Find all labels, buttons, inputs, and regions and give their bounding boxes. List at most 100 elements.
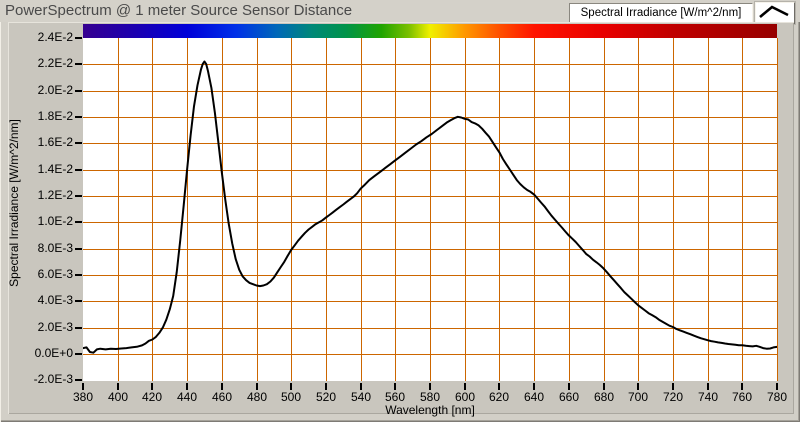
x-axis-tick <box>117 383 119 390</box>
y-tick-label: 1.4E-2 <box>37 162 73 176</box>
grid-line-vertical <box>152 38 153 381</box>
y-tick-label: 2.2E-2 <box>37 56 73 70</box>
y-axis-tick <box>75 63 82 65</box>
x-tick-label: 620 <box>488 390 510 404</box>
y-tick-label: 2.0E-2 <box>37 83 73 97</box>
x-tick-label: 640 <box>523 390 545 404</box>
grid-line-vertical <box>499 38 500 381</box>
x-axis-tick <box>776 383 778 390</box>
y-tick-label: 2.0E-3 <box>37 320 73 334</box>
grid-line-vertical <box>638 38 639 381</box>
x-axis-tick <box>568 383 570 390</box>
y-axis-tick <box>75 248 82 250</box>
grid-line-horizontal <box>83 143 777 144</box>
x-tick-label: 600 <box>454 390 476 404</box>
x-tick-label: 480 <box>246 390 268 404</box>
y-axis-tick <box>75 353 82 355</box>
x-tick-label: 580 <box>419 390 441 404</box>
x-axis-title: Wavelength [nm] <box>385 403 475 417</box>
y-axis-tick <box>75 274 82 276</box>
grid-line-vertical <box>257 38 258 381</box>
x-axis-tick <box>256 383 258 390</box>
grid-line-vertical <box>777 38 778 381</box>
y-axis-tick <box>75 379 82 381</box>
y-tick-label: 1.6E-2 <box>37 135 73 149</box>
x-axis-tick <box>394 383 396 390</box>
line-chevron-icon[interactable] <box>755 2 795 24</box>
y-tick-label: 1.0E-2 <box>37 214 73 228</box>
x-tick-label: 740 <box>697 390 719 404</box>
x-tick-label: 500 <box>280 390 302 404</box>
grid-line-vertical <box>361 38 362 381</box>
y-tick-label: 1.8E-2 <box>37 109 73 123</box>
grid-line-vertical <box>534 38 535 381</box>
y-tick-label: 6.0E-3 <box>37 267 73 281</box>
legend-label[interactable]: Spectral Irradiance [W/m^2/nm] <box>569 3 753 23</box>
y-axis-tick <box>75 327 82 329</box>
grid-line-vertical <box>569 38 570 381</box>
grid-line-vertical <box>395 38 396 381</box>
grid-line-vertical <box>604 38 605 381</box>
y-tick-label: 0.0E+0 <box>34 346 73 360</box>
y-axis-tick <box>75 116 82 118</box>
y-tick-label: 2.4E-2 <box>37 30 73 44</box>
grid-line-horizontal <box>83 91 777 92</box>
grid-line-vertical <box>465 38 466 381</box>
grid-line-horizontal <box>83 275 777 276</box>
grid-line-horizontal <box>83 170 777 171</box>
grid-line-horizontal <box>83 249 777 250</box>
y-axis-tick <box>75 300 82 302</box>
x-axis-tick <box>533 383 535 390</box>
grid-line-vertical <box>118 38 119 381</box>
y-tick-label: 8.0E-3 <box>37 241 73 255</box>
x-axis-tick <box>741 383 743 390</box>
y-axis-tick <box>75 142 82 144</box>
x-axis-tick <box>290 383 292 390</box>
x-tick-label: 700 <box>627 390 649 404</box>
x-axis-tick <box>429 383 431 390</box>
wavelength-colorbar <box>83 24 777 38</box>
x-tick-label: 720 <box>662 390 684 404</box>
grid-line-vertical <box>430 38 431 381</box>
grid-line-vertical <box>708 38 709 381</box>
grid-line-vertical <box>222 38 223 381</box>
y-axis-title: Spectral Irradiance [W/m^2/nm] <box>7 119 21 287</box>
x-axis-tick <box>464 383 466 390</box>
x-tick-label: 560 <box>384 390 406 404</box>
grid-line-vertical <box>673 38 674 381</box>
x-tick-label: 520 <box>315 390 337 404</box>
x-axis-tick <box>151 383 153 390</box>
x-axis-tick <box>707 383 709 390</box>
page-title: PowerSpectrum @ 1 meter Source Sensor Di… <box>5 2 353 19</box>
y-axis-tick <box>75 169 82 171</box>
x-tick-label: 760 <box>731 390 753 404</box>
grid-line-horizontal <box>83 301 777 302</box>
x-axis-tick <box>498 383 500 390</box>
grid-line-vertical <box>291 38 292 381</box>
x-axis-tick <box>325 383 327 390</box>
y-axis-tick <box>75 221 82 223</box>
y-tick-label: 1.2E-2 <box>37 188 73 202</box>
x-axis-tick <box>603 383 605 390</box>
y-axis-tick <box>75 37 82 39</box>
grid-line-horizontal <box>83 354 777 355</box>
y-axis-tick <box>75 90 82 92</box>
grid-line-vertical <box>326 38 327 381</box>
y-axis-tick <box>75 195 82 197</box>
grid-line-horizontal <box>83 328 777 329</box>
grid-line-horizontal <box>83 64 777 65</box>
spectral-irradiance-curve <box>83 60 777 354</box>
x-axis-tick <box>637 383 639 390</box>
x-tick-label: 380 <box>72 390 94 404</box>
grid-line-horizontal <box>83 117 777 118</box>
x-tick-label: 460 <box>211 390 233 404</box>
x-axis-tick <box>186 383 188 390</box>
grid-line-vertical <box>742 38 743 381</box>
x-tick-label: 400 <box>107 390 129 404</box>
y-tick-label: -2.0E-3 <box>33 372 73 386</box>
grid-line-vertical <box>187 38 188 381</box>
x-axis-tick <box>82 383 84 390</box>
x-axis-tick <box>360 383 362 390</box>
x-tick-label: 540 <box>350 390 372 404</box>
